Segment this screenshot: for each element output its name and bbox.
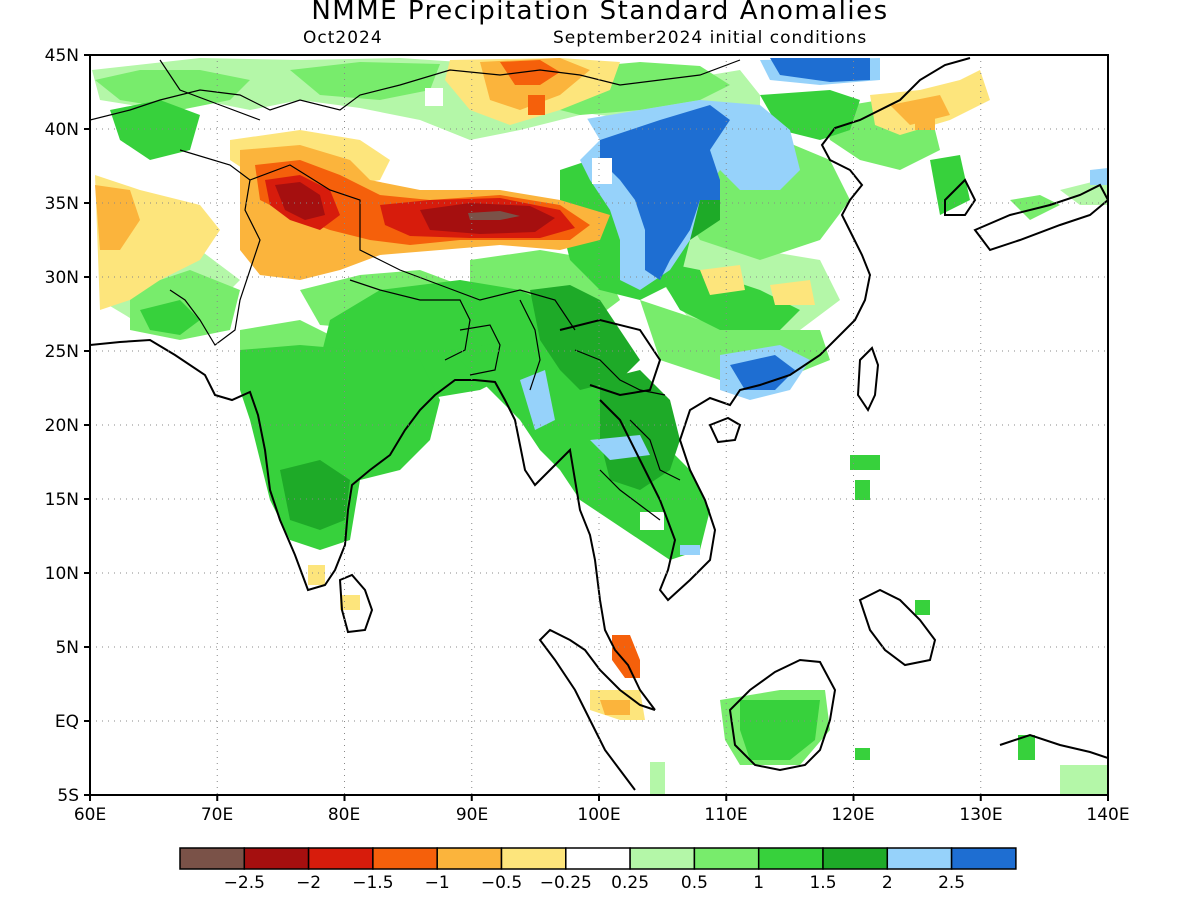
lat-label: 30N bbox=[45, 268, 79, 288]
initial-conditions: September2024 initial conditions bbox=[553, 28, 868, 48]
lat-label: 35N bbox=[45, 194, 79, 214]
colorbar-swatch bbox=[693, 847, 760, 870]
colorbar-swatch bbox=[372, 847, 438, 870]
lat-label: 20N bbox=[45, 416, 79, 436]
colorbar-swatch bbox=[950, 847, 1017, 870]
colorbar-label: −1.5 bbox=[352, 873, 393, 893]
lon-label: 70E bbox=[201, 805, 233, 825]
lon-label: 100E bbox=[577, 805, 620, 825]
lat-label: 25N bbox=[45, 342, 79, 362]
lon-label: 90E bbox=[456, 805, 488, 825]
colorbar-label: −0.25 bbox=[540, 873, 592, 893]
lat-label: 5N bbox=[55, 638, 79, 658]
colorbar-label: 2.5 bbox=[938, 873, 965, 893]
anomaly-field bbox=[92, 58, 1108, 795]
map-title: NMME Precipitation Standard Anomalies bbox=[311, 0, 889, 26]
colorbar-swatch bbox=[307, 847, 374, 870]
colorbar-label: 1.5 bbox=[809, 873, 836, 893]
lon-label: 140E bbox=[1086, 805, 1129, 825]
colorbar-swatch bbox=[243, 847, 310, 870]
country-borders bbox=[90, 59, 741, 521]
colorbar-label: 1 bbox=[753, 873, 764, 893]
lon-label: 110E bbox=[704, 805, 747, 825]
lat-label: 45N bbox=[45, 46, 79, 66]
colorbar-swatch bbox=[500, 847, 567, 870]
lat-axis-labels: 45N 40N 35N 30N 25N 20N 15N 10N 5N EQ 5S bbox=[45, 46, 79, 806]
colorbar-label: 2 bbox=[882, 873, 893, 893]
tick-marks bbox=[84, 54, 1109, 801]
colorbar-label: −2 bbox=[296, 873, 321, 893]
coastlines bbox=[90, 57, 1108, 791]
colorbar-swatch bbox=[822, 847, 889, 870]
lat-label: 10N bbox=[45, 564, 79, 584]
colorbar-label: 0.25 bbox=[611, 873, 649, 893]
lat-label: 40N bbox=[45, 120, 79, 140]
lon-axis-labels: 60E 70E 80E 90E 100E 110E 120E 130E 140E bbox=[74, 805, 1130, 825]
colorbar-swatch bbox=[436, 847, 503, 870]
lat-label: 5S bbox=[57, 786, 79, 806]
colorbar-swatch bbox=[179, 847, 246, 870]
colorbar-label: 0.5 bbox=[681, 873, 708, 893]
lat-label: EQ bbox=[55, 712, 79, 732]
colorbar-swatch bbox=[629, 847, 696, 870]
lon-label: 120E bbox=[831, 805, 874, 825]
colorbar-label: −0.5 bbox=[481, 873, 522, 893]
colorbar-swatch bbox=[565, 847, 631, 870]
forecast-month: Oct2024 bbox=[303, 28, 383, 48]
lat-label: 15N bbox=[45, 490, 79, 510]
colorbar-swatch bbox=[757, 847, 824, 870]
lon-label: 80E bbox=[328, 805, 360, 825]
colorbar-label: −1 bbox=[425, 873, 450, 893]
lon-label: 60E bbox=[74, 805, 106, 825]
colorbar-legend: −2.5 −2 −1.5 −1 −0.5 −0.25 0.25 0.5 1 1.5 2 2.5 bbox=[179, 847, 1017, 893]
lon-label: 130E bbox=[959, 805, 1002, 825]
colorbar-swatch bbox=[886, 847, 953, 870]
colorbar-label: −2.5 bbox=[224, 873, 265, 893]
